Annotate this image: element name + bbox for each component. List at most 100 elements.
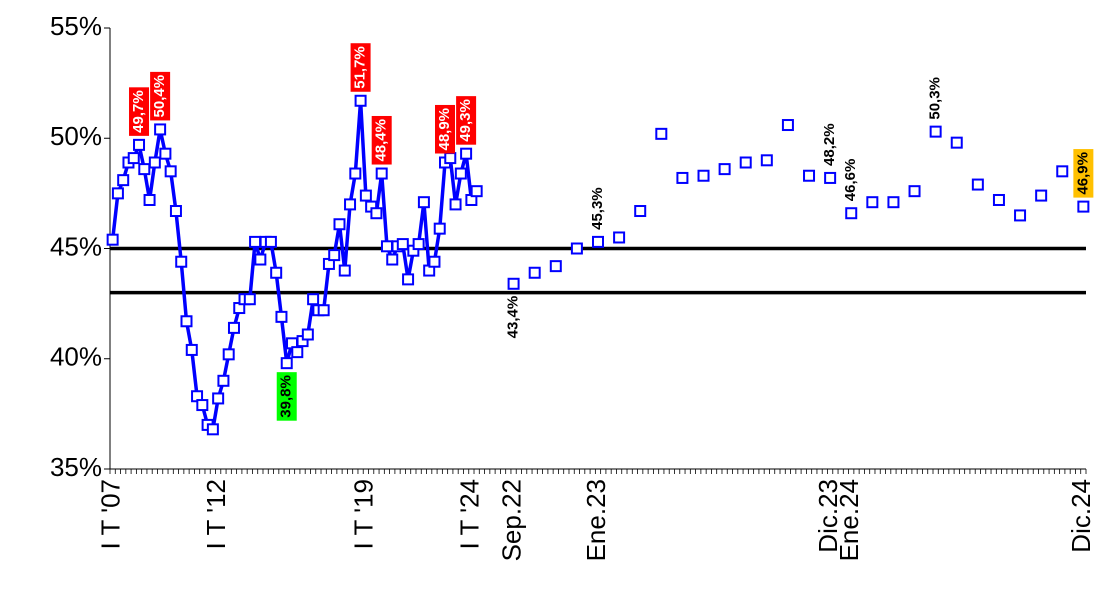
- marker: [1056, 165, 1069, 178]
- marker: [803, 169, 816, 182]
- marker: [143, 193, 156, 206]
- marker: [433, 222, 446, 235]
- marker: [222, 348, 235, 361]
- marker: [169, 205, 182, 218]
- marker: [328, 249, 341, 262]
- marker: [760, 154, 773, 167]
- data-label: 46,6%: [842, 159, 859, 202]
- marker: [655, 127, 668, 140]
- marker: [243, 293, 256, 306]
- marker: [180, 315, 193, 328]
- x-tick-label: Sep.22: [496, 479, 526, 561]
- x-tick-label: I T '07: [96, 479, 126, 550]
- marker: [613, 231, 626, 244]
- marker: [718, 163, 731, 176]
- label-box: [435, 104, 456, 154]
- data-label-group: 50,4%: [150, 71, 171, 121]
- marker: [354, 94, 367, 107]
- label-box: [350, 43, 371, 92]
- data-label: 43,4%: [505, 296, 522, 339]
- y-tick-label: 40%: [50, 342, 102, 372]
- marker: [396, 238, 409, 251]
- marker: [375, 167, 388, 180]
- label-box: [371, 115, 392, 165]
- data-label: 49,3%: [457, 99, 474, 142]
- data-label: 48,4%: [373, 119, 390, 162]
- x-tick-label: Dic.23: [813, 479, 843, 553]
- marker: [845, 207, 858, 220]
- marker: [634, 205, 647, 218]
- marker: [106, 233, 119, 246]
- x-tick-label: Ene.24: [834, 479, 864, 561]
- marker: [254, 253, 267, 266]
- marker: [117, 174, 130, 187]
- marker: [528, 266, 541, 279]
- data-label: 49,7%: [130, 90, 147, 133]
- marker: [1035, 189, 1048, 202]
- x-tick-label: Dic.24: [1066, 479, 1094, 553]
- y-tick-label: 50%: [50, 121, 102, 151]
- marker: [159, 147, 172, 160]
- data-label-group: 48,9%: [435, 104, 456, 154]
- data-label: 51,7%: [352, 46, 369, 89]
- marker: [449, 198, 462, 211]
- data-label: 50,4%: [151, 75, 168, 118]
- marker: [301, 328, 314, 341]
- x-tick-label: I T '24: [454, 479, 484, 550]
- marker: [175, 255, 188, 268]
- marker: [887, 196, 900, 209]
- marker: [929, 125, 942, 138]
- marker: [549, 260, 562, 273]
- marker: [676, 171, 689, 184]
- label-box: [456, 96, 477, 145]
- marker: [280, 357, 293, 370]
- data-label: 46,9%: [1074, 152, 1091, 195]
- marker: [950, 136, 963, 149]
- label-box: [150, 71, 171, 121]
- y-tick-label: 35%: [50, 452, 102, 482]
- y-tick-label: 55%: [50, 11, 102, 41]
- marker: [264, 235, 277, 248]
- marker: [507, 277, 520, 290]
- marker: [470, 185, 483, 198]
- data-label-group: 43,4%: [505, 296, 522, 339]
- data-label-group: 50,3%: [927, 77, 944, 120]
- data-label-group: 46,9%: [1073, 149, 1094, 198]
- marker: [291, 346, 304, 359]
- y-tick-label: 45%: [50, 231, 102, 261]
- marker: [866, 196, 879, 209]
- data-label: 50,3%: [927, 77, 944, 120]
- marker: [217, 374, 230, 387]
- marker: [971, 178, 984, 191]
- marker: [417, 196, 430, 209]
- marker: [739, 156, 752, 169]
- marker: [133, 138, 146, 151]
- marker: [154, 123, 167, 136]
- marker: [1077, 200, 1090, 213]
- marker: [386, 253, 399, 266]
- marker: [249, 235, 262, 248]
- marker: [349, 167, 362, 180]
- x-tick-label: I T '19: [349, 479, 379, 550]
- marker: [307, 293, 320, 306]
- marker: [428, 255, 441, 268]
- marker: [212, 392, 225, 405]
- marker: [148, 156, 161, 169]
- data-label: 48,9%: [436, 108, 453, 151]
- marker: [111, 187, 124, 200]
- data-label-group: 39,8%: [276, 372, 297, 421]
- data-label-group: 51,7%: [350, 43, 371, 92]
- marker: [412, 238, 425, 251]
- data-label-group: 49,3%: [456, 96, 477, 145]
- marker: [592, 235, 604, 248]
- marker: [1014, 209, 1027, 222]
- marker: [992, 193, 1005, 206]
- label-box: [276, 372, 297, 421]
- marker: [206, 423, 219, 436]
- marker: [380, 240, 393, 253]
- marker: [333, 218, 346, 231]
- data-label-group: 49,7%: [129, 87, 150, 136]
- marker: [460, 147, 473, 160]
- marker: [908, 185, 921, 198]
- marker: [344, 198, 357, 211]
